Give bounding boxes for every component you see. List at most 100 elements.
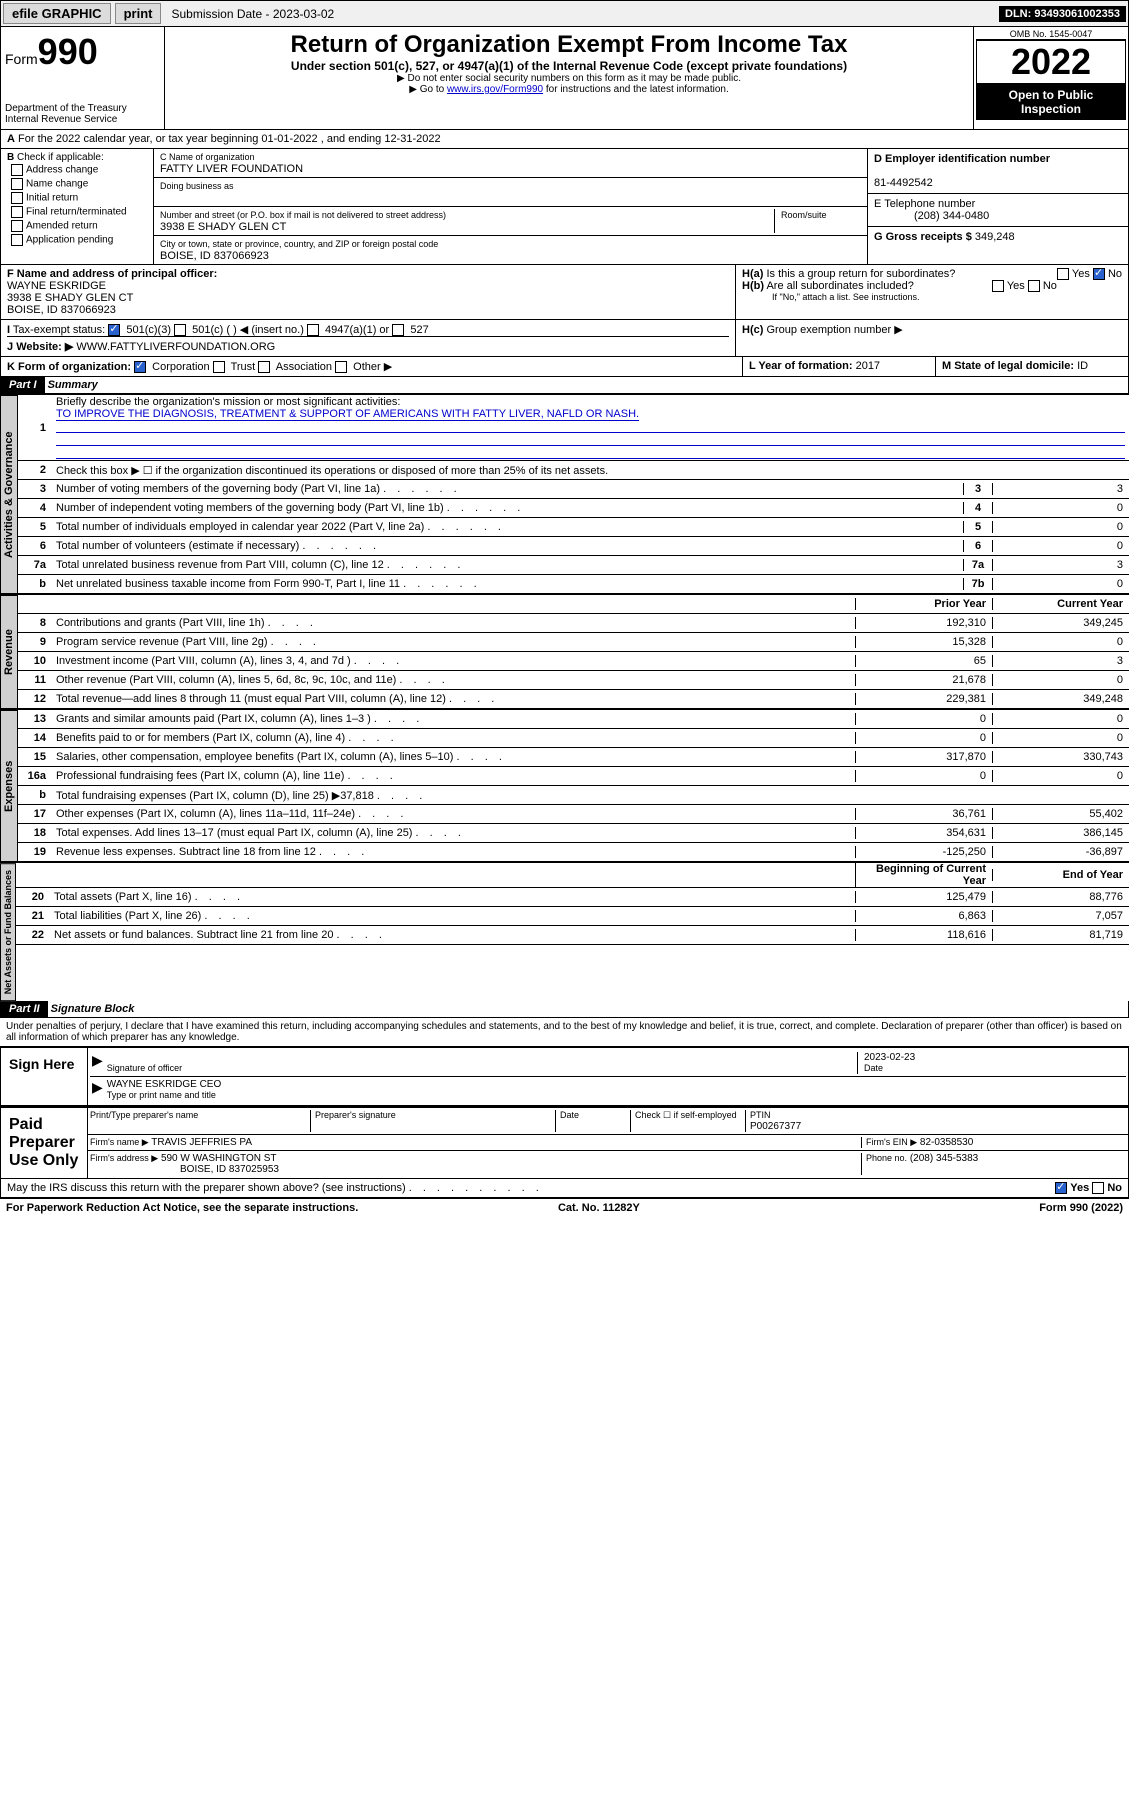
mission-text: TO IMPROVE THE DIAGNOSIS, TREATMENT & SU… <box>56 408 639 421</box>
line-i-j: I Tax-exempt status: 501(c)(3) 501(c) ( … <box>0 320 1129 357</box>
table-row: bTotal fundraising expenses (Part IX, co… <box>18 786 1129 805</box>
firm-name: TRAVIS JEFFRIES PA <box>151 1137 252 1148</box>
table-row: 12Total revenue—add lines 8 through 11 (… <box>18 690 1129 709</box>
l-label: L Year of formation: <box>749 360 853 372</box>
firm-addr: 590 W WASHINGTON ST <box>161 1153 277 1164</box>
chk-527[interactable] <box>392 324 404 336</box>
chk-trust[interactable] <box>213 361 225 373</box>
part1-header: Part I Summary <box>0 377 1129 394</box>
phone-label: E Telephone number <box>874 198 975 210</box>
col-beginning: Beginning of Current Year <box>855 863 992 887</box>
firm-ein: 82-0358530 <box>920 1137 973 1148</box>
preparer-sig-label: Preparer's signature <box>310 1110 555 1132</box>
table-row: 21Total liabilities (Part X, line 26) . … <box>16 907 1129 926</box>
chk-other[interactable] <box>335 361 347 373</box>
footer-cat: Cat. No. 11282Y <box>558 1202 640 1214</box>
table-row: 15Salaries, other compensation, employee… <box>18 748 1129 767</box>
table-row: 17Other expenses (Part IX, column (A), l… <box>18 805 1129 824</box>
officer-block: F Name and address of principal officer:… <box>0 265 1129 320</box>
street-address: 3938 E SHADY GLEN CT <box>160 221 286 233</box>
chk-address-change[interactable]: Address change <box>7 163 147 177</box>
part1-expenses: Expenses 13Grants and similar amounts pa… <box>0 709 1129 862</box>
m-label: M State of legal domicile: <box>942 360 1074 372</box>
room-label: Room/suite <box>781 210 827 220</box>
efile-button[interactable]: efile GRAPHIC <box>3 3 111 24</box>
hb-note: If "No," attach a list. See instructions… <box>742 292 1122 302</box>
form-subtitle-3: ▶ Go to www.irs.gov/Form990 for instruct… <box>169 84 969 95</box>
year-formation: 2017 <box>856 360 880 372</box>
line2-text: Check this box ▶ ☐ if the organization d… <box>52 463 1129 478</box>
sig-officer-label: Signature of officer <box>107 1063 182 1073</box>
chk-amended-return[interactable]: Amended return <box>7 219 147 233</box>
dba-label: Doing business as <box>160 181 234 191</box>
chk-application-pending[interactable]: Application pending <box>7 233 147 247</box>
part2-header: Part II Signature Block <box>0 1001 1129 1018</box>
table-row: 10Investment income (Part VIII, column (… <box>18 652 1129 671</box>
city-label: City or town, state or province, country… <box>160 239 438 249</box>
k-label: K Form of organization: <box>7 361 131 373</box>
tax-year: 2022 <box>976 40 1126 84</box>
ha-label: Is this a group return for subordinates? <box>766 268 955 280</box>
firm-name-label: Firm's name ▶ <box>90 1137 149 1147</box>
firm-addr2: BOISE, ID 837025953 <box>180 1164 279 1175</box>
form-header: Form990 Department of the Treasury Inter… <box>0 27 1129 130</box>
form-title: Return of Organization Exempt From Incom… <box>169 31 969 59</box>
chk-501c[interactable] <box>174 324 186 336</box>
sig-date: 2023-02-23 <box>864 1052 915 1063</box>
top-toolbar: efile GRAPHIC print Submission Date - 20… <box>0 0 1129 27</box>
firm-phone: (208) 345-5383 <box>910 1153 978 1164</box>
b-label: Check if applicable: <box>17 152 104 163</box>
c-name-label: C Name of organization <box>160 152 255 162</box>
hb-label: Are all subordinates included? <box>766 280 913 292</box>
tab-revenue: Revenue <box>0 595 18 709</box>
print-button[interactable]: print <box>115 3 162 24</box>
chk-initial-return[interactable]: Initial return <box>7 191 147 205</box>
ein-label: D Employer identification number <box>874 153 1050 165</box>
chk-501c3[interactable] <box>108 324 120 336</box>
table-row: bNet unrelated business taxable income f… <box>18 575 1129 594</box>
footer-left: For Paperwork Reduction Act Notice, see … <box>6 1202 358 1214</box>
irs-link[interactable]: www.irs.gov/Form990 <box>447 84 543 95</box>
part1-revenue: Revenue Prior YearCurrent Year 8Contribu… <box>0 594 1129 709</box>
date-label: Date <box>864 1063 883 1073</box>
table-row: 5Total number of individuals employed in… <box>18 518 1129 537</box>
dln-label: DLN: 93493061002353 <box>999 6 1126 22</box>
table-row: 22Net assets or fund balances. Subtract … <box>16 926 1129 945</box>
table-row: 3Number of voting members of the governi… <box>18 480 1129 499</box>
paid-preparer-block: Paid Preparer Use Only Print/Type prepar… <box>0 1106 1129 1179</box>
tab-netassets: Net Assets or Fund Balances <box>0 863 16 1001</box>
part1-governance: Activities & Governance 1Briefly describ… <box>0 394 1129 594</box>
chk-corporation[interactable] <box>134 361 146 373</box>
firm-phone-label: Phone no. <box>866 1153 907 1163</box>
chk-association[interactable] <box>258 361 270 373</box>
website-label: Website: ▶ <box>16 341 73 353</box>
chk-discuss-no[interactable] <box>1092 1182 1104 1194</box>
chk-discuss-yes[interactable] <box>1055 1182 1067 1194</box>
chk-final-return[interactable]: Final return/terminated <box>7 205 147 219</box>
gross-receipts-value: 349,248 <box>975 231 1015 243</box>
sign-here-block: Sign Here ▶ Signature of officer 2023-02-2… <box>0 1046 1129 1106</box>
table-row: 20Total assets (Part X, line 16) . . . .… <box>16 888 1129 907</box>
city-state-zip: BOISE, ID 837066923 <box>160 250 269 262</box>
chk-4947[interactable] <box>307 324 319 336</box>
table-row: 9Program service revenue (Part VIII, lin… <box>18 633 1129 652</box>
entity-block: B Check if applicable: Address change Na… <box>0 149 1129 265</box>
chk-name-change[interactable]: Name change <box>7 177 147 191</box>
table-row: 18Total expenses. Add lines 13–17 (must … <box>18 824 1129 843</box>
page-footer: For Paperwork Reduction Act Notice, see … <box>0 1198 1129 1217</box>
ein-value: 81-4492542 <box>874 177 933 189</box>
officer-name: WAYNE ESKRIDGE <box>7 280 106 292</box>
table-row: 11Other revenue (Part VIII, column (A), … <box>18 671 1129 690</box>
form-subtitle-1: Under section 501(c), 527, or 4947(a)(1)… <box>169 59 969 73</box>
hc-label: Group exemption number ▶ <box>766 324 902 336</box>
addr-label: Number and street (or P.O. box if mail i… <box>160 210 446 220</box>
table-row: 6Total number of volunteers (estimate if… <box>18 537 1129 556</box>
sign-here-label: Sign Here <box>1 1048 87 1105</box>
phone-value: (208) 344-0480 <box>914 210 989 222</box>
discuss-line: May the IRS discuss this return with the… <box>0 1179 1129 1198</box>
website-value: WWW.FATTYLIVERFOUNDATION.ORG <box>76 341 275 353</box>
dept-label: Department of the Treasury <box>5 103 160 114</box>
firm-addr-label: Firm's address ▶ <box>90 1153 158 1163</box>
submission-date: Submission Date - 2023-03-02 <box>171 7 334 21</box>
arrow-icon: ▶ <box>92 1079 103 1101</box>
